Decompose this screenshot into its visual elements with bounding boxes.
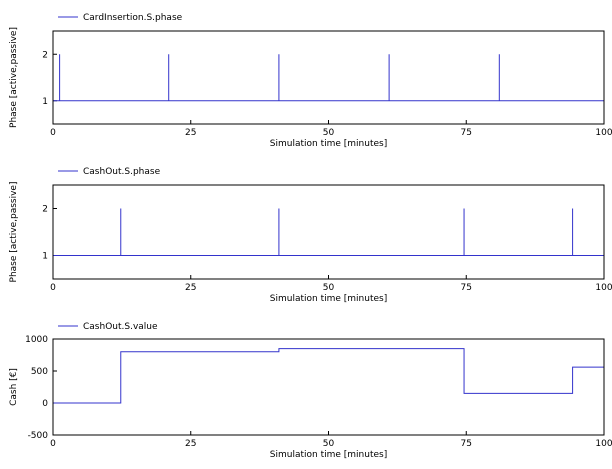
axis-ticks: 0 25 50 75 100 1 2 [42,50,612,138]
chart-panel-card-insertion-phase: CardInsertion.S.phase 0 25 50 75 100 1 2 Simul… [9,13,612,149]
plot-frame [52,338,605,436]
x-tick-label: 100 [595,283,612,293]
x-axis-label: Simulation time [minutes] [270,139,387,149]
x-tick-label: 75 [461,128,472,138]
series [53,54,604,102]
y-tick-label: 2 [42,205,48,215]
y-tick-label: 500 [31,367,48,377]
legend-entry: CardInsertion.S.phase [83,13,183,23]
x-tick-label: 0 [50,439,56,449]
x-tick-label: 50 [323,439,335,449]
series [53,208,604,256]
y-axis-label: Phase [active,passive] [9,182,19,283]
x-tick-label: 0 [50,128,56,138]
x-tick-label: 25 [185,283,196,293]
series-line [53,348,604,404]
x-tick-label: 75 [461,283,472,293]
series-line [53,54,604,102]
series [53,348,604,404]
chart-panel-cashout-phase: CashOut.S.phase 0 25 50 75 100 1 2 Simulation … [9,167,612,304]
legend-entry: CashOut.S.value [83,322,158,332]
x-axis-label: Simulation time [minutes] [270,450,387,460]
x-tick-label: 25 [185,128,196,138]
series-line [53,208,604,256]
x-axis-label: Simulation time [minutes] [270,294,387,304]
legend-entry: CashOut.S.phase [83,167,161,177]
y-tick-label: 1 [42,252,48,262]
y-tick-label: 1 [42,97,48,107]
x-tick-label: 50 [323,128,335,138]
y-axis-label: Phase [active,passive] [9,27,19,128]
plot-frame [52,184,605,280]
plot-frame [52,30,605,125]
x-tick-label: 75 [461,439,472,449]
x-tick-label: 25 [185,439,196,449]
y-tick-label: 2 [42,50,48,60]
y-tick-label: 1000 [25,335,48,345]
x-tick-label: 100 [595,128,612,138]
x-tick-label: 0 [50,283,56,293]
y-tick-label: -500 [28,431,49,441]
axis-ticks: 0 25 50 75 100 1 2 [42,205,612,294]
y-tick-label: 0 [42,399,48,409]
x-tick-label: 50 [323,283,335,293]
y-axis-label: Cash [€] [9,368,19,406]
x-tick-label: 100 [595,439,612,449]
